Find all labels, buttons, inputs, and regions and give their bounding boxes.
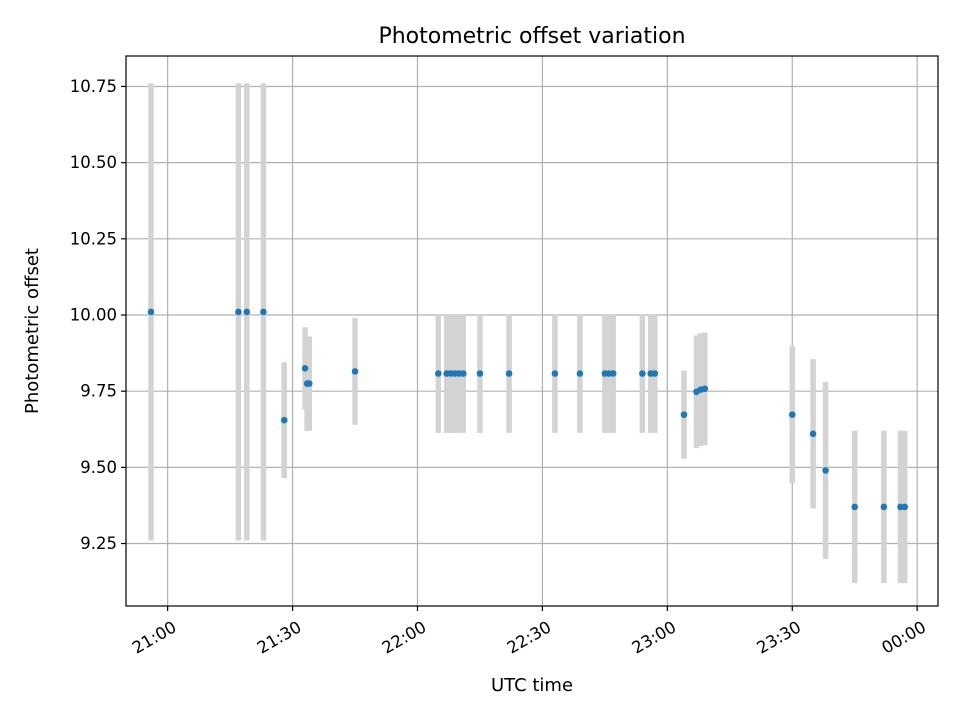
- y-tick-label: 10.00: [70, 306, 117, 325]
- data-point: [243, 308, 251, 316]
- data-point: [639, 370, 646, 377]
- data-point: [147, 308, 155, 316]
- data-point: [459, 370, 467, 377]
- data-point: [851, 503, 859, 511]
- data-point: [235, 308, 242, 316]
- data-point: [260, 308, 267, 316]
- y-tick-label: 9.25: [80, 534, 117, 553]
- data-point: [576, 370, 584, 377]
- data-point: [476, 370, 484, 377]
- chart-title: Photometric offset variation: [378, 24, 685, 49]
- y-tick-label: 9.50: [80, 458, 117, 477]
- data-point: [351, 368, 359, 375]
- data-points: [147, 308, 908, 511]
- y-tick-label: 10.50: [70, 153, 117, 172]
- data-point: [435, 370, 442, 377]
- data-point: [809, 430, 817, 438]
- x-axis-label: UTC time: [491, 675, 573, 696]
- data-point: [901, 503, 908, 511]
- data-point: [651, 370, 659, 377]
- data-point: [880, 503, 888, 511]
- data-point: [301, 365, 309, 372]
- data-point: [505, 370, 513, 377]
- data-point: [305, 380, 313, 387]
- data-point: [551, 370, 559, 377]
- y-axis-ticks: 9.25 9.50 9.75 10.00 10.25 10.50 10.75: [70, 77, 126, 553]
- data-point: [701, 385, 709, 393]
- data-point: [822, 467, 829, 474]
- plot-frame: [125, 55, 939, 607]
- data-point: [280, 416, 288, 424]
- y-tick-label: 9.75: [80, 382, 117, 401]
- y-tick-label: 10.75: [70, 77, 117, 96]
- data-point: [788, 411, 796, 418]
- y-tick-label: 10.25: [70, 229, 117, 248]
- y-axis-label: Photometric offset: [22, 248, 43, 414]
- data-point: [609, 370, 617, 377]
- data-point: [680, 411, 688, 418]
